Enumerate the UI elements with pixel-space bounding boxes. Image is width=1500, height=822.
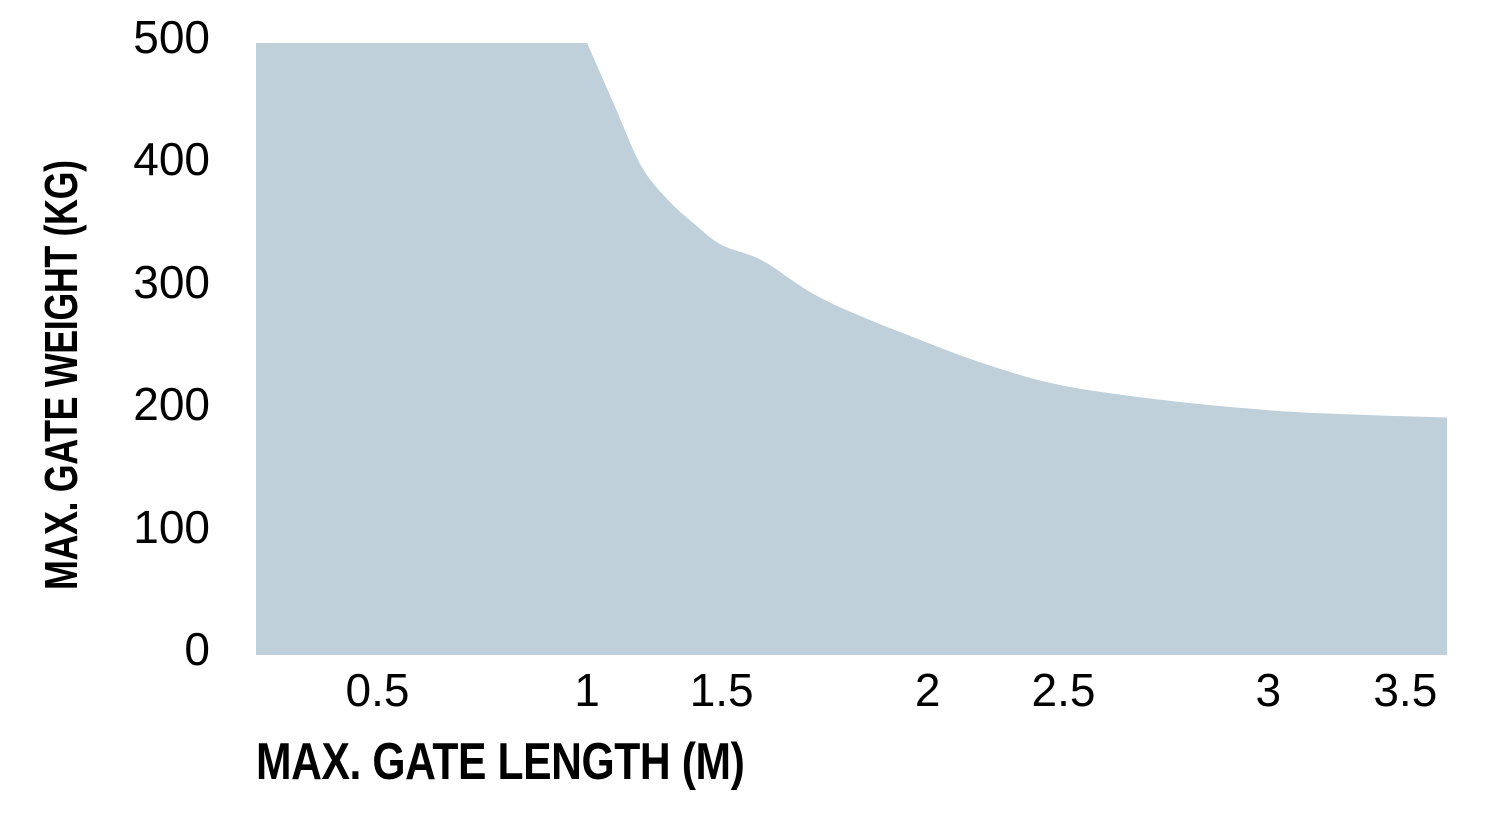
y-tick-label: 100: [133, 500, 210, 553]
y-tick-label: 300: [133, 255, 210, 308]
x-tick-label: 2: [914, 664, 941, 716]
x-tick-label: 1: [574, 664, 600, 716]
y-tick-label: 200: [133, 378, 210, 431]
x-tick-label: 3.5: [1373, 664, 1438, 716]
area-fill: [256, 43, 1447, 655]
y-tick-label: 400: [133, 133, 210, 186]
y-tick-label: 0: [184, 623, 210, 675]
x-axis-title: MAX. GATE LENGTH (M): [256, 733, 745, 791]
x-tick-label: 1.5: [689, 664, 754, 716]
x-tick-label: 0.5: [345, 664, 410, 716]
x-tick-label: 3: [1255, 664, 1282, 716]
x-tick-label: 2.5: [1031, 664, 1096, 716]
plot-area: [256, 43, 1447, 655]
y-axis-title: MAX. GATE WEIGHT (KG): [35, 160, 87, 591]
y-tick-label: 500: [133, 11, 210, 63]
